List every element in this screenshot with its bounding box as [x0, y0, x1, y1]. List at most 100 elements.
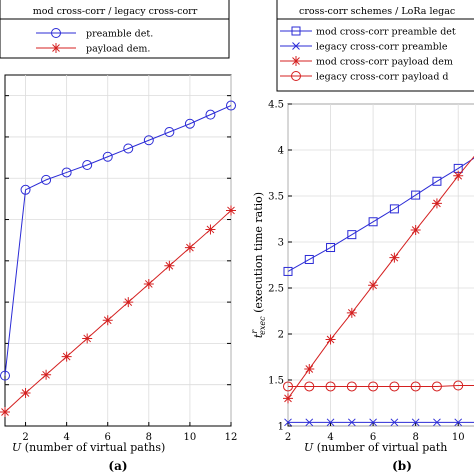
- data-point-b-1: [432, 176, 442, 186]
- data-point-a-1: [61, 167, 72, 178]
- data-point-b-1: [347, 230, 357, 240]
- y-axis-label-b-text: (execution time ratio): [252, 192, 265, 316]
- data-point-a-2: [82, 333, 93, 344]
- axes-a: [4, 74, 232, 427]
- data-point-b-3: [431, 198, 442, 209]
- x-tick-label: 10: [452, 432, 465, 443]
- legend-a-marker-circle: [51, 28, 61, 38]
- data-point-b-4: [325, 381, 336, 392]
- data-point-b-4: [453, 380, 464, 391]
- data-point-a-2: [205, 224, 216, 235]
- data-point-b-1: [304, 254, 314, 264]
- data-point-b-2: [284, 418, 292, 427]
- legend-b-marker-square: [291, 26, 301, 36]
- y-tick-label: 3.5: [268, 192, 284, 203]
- data-point-a-2: [164, 260, 175, 271]
- data-point-a-1: [164, 126, 175, 137]
- data-point-b-2: [326, 418, 335, 427]
- x-axis-label-b-symbol: U: [304, 441, 314, 454]
- data-point-b-4: [431, 381, 442, 392]
- x-tick-label: 2: [285, 432, 291, 443]
- legend-b-marker-x: [292, 42, 300, 50]
- grid-b: [287, 103, 474, 427]
- legend-a-entry-1: preamble det.: [86, 29, 153, 40]
- data-point-b-2: [305, 418, 314, 427]
- x-tick-label: 6: [105, 432, 111, 443]
- data-point-b-1: [368, 217, 378, 227]
- data-point-a-1: [20, 184, 31, 195]
- data-point-b-3: [325, 334, 336, 345]
- x-axis-label-a-text: (number of virtual paths): [21, 441, 165, 454]
- y-tick-label: 4: [278, 146, 284, 157]
- data-point-a-2: [184, 242, 195, 253]
- y-axis-label-b-sup: r: [250, 329, 259, 334]
- legend-b-marker-circle: [291, 71, 301, 81]
- legend-b-title: cross-corr schemes / LoRa legac: [299, 6, 455, 17]
- data-point-a-2: [102, 315, 113, 326]
- data-point-a-2: [61, 351, 72, 362]
- y-tick-label: 4.5: [268, 100, 284, 111]
- data-point-a-2: [226, 205, 236, 216]
- legend-a-entry-2: payload dem.: [86, 44, 150, 55]
- data-point-b-1: [389, 204, 399, 214]
- data-point-a-1: [205, 109, 216, 120]
- x-tick-label: 2: [22, 432, 28, 443]
- data-point-b-4: [346, 381, 357, 392]
- data-point-b-3: [304, 363, 315, 374]
- x-ticks-a: 2 4 6 8 10 12: [5, 95, 238, 443]
- y-axis-label-b-symbol: t: [252, 333, 265, 338]
- legend-b-entry-4: legacy cross-corr payload d: [316, 72, 449, 83]
- data-point-b-4: [368, 381, 379, 392]
- axes-b: [287, 103, 474, 427]
- data-point-a-2: [41, 369, 52, 380]
- x-tick-label: 12: [225, 432, 238, 443]
- series-a: [0, 100, 236, 417]
- data-point-b-2: [411, 418, 420, 427]
- data-point-b-1: [283, 266, 293, 276]
- legend-b-marker-star: [291, 56, 301, 66]
- x-axis-label-a: U (number of virtual paths): [12, 441, 165, 454]
- y-tick-label: 1: [278, 422, 284, 433]
- x-axis-label-b-text: (number of virtual path: [313, 441, 447, 454]
- data-point-b-1: [411, 190, 421, 200]
- x-tick-label: 6: [370, 432, 376, 443]
- series-line-a-1: [4, 105, 232, 376]
- series-line-b-4: [288, 385, 474, 387]
- y-axis-label-b: trexec (execution time ratio): [250, 192, 267, 338]
- data-point-b-3: [389, 252, 400, 263]
- x-tick-label: 8: [146, 432, 152, 443]
- data-point-a-1: [0, 370, 10, 381]
- x-tick-label: 10: [184, 432, 197, 443]
- data-point-b-3: [283, 393, 293, 404]
- data-point-b-2: [347, 418, 356, 427]
- legend-b-entry-3: mod cross-corr payload dem: [316, 57, 453, 68]
- legend-b: cross-corr schemes / LoRa legac mod cros…: [276, 0, 474, 92]
- data-point-b-3: [346, 307, 357, 318]
- y-axis-label-b-sub: exec: [258, 316, 267, 335]
- series-line-b-3: [287, 155, 474, 399]
- x-axis-label-a-symbol: U: [12, 441, 22, 454]
- data-point-b-3: [453, 170, 464, 181]
- data-point-b-4: [283, 381, 293, 392]
- panel-label-b: (b): [392, 459, 412, 473]
- y-tick-label: 3: [278, 238, 284, 249]
- legend-b-entry-2: legacy cross-corr preamble: [316, 42, 448, 53]
- x-tick-label: 8: [412, 432, 418, 443]
- data-point-a-1: [82, 160, 93, 171]
- panel-label-a: (a): [108, 459, 127, 473]
- data-point-a-1: [123, 143, 134, 154]
- y-tick-label: 2: [278, 330, 284, 341]
- data-point-a-1: [226, 100, 236, 111]
- data-point-b-2: [369, 418, 377, 427]
- data-point-b-1: [326, 243, 336, 253]
- data-point-b-3: [410, 225, 421, 236]
- y-tick-label: 2.5: [268, 284, 284, 295]
- data-point-b-4: [410, 381, 421, 392]
- data-point-a-1: [184, 118, 195, 129]
- panel-a: mod cross-corr / legacy cross-corr pream…: [0, 0, 237, 473]
- x-tick-label: 4: [63, 432, 69, 443]
- x-axis-label-b: U (number of virtual path: [304, 441, 447, 454]
- data-point-a-1: [102, 151, 113, 162]
- data-point-a-2: [0, 406, 10, 417]
- legend-a-title: mod cross-corr / legacy cross-corr: [33, 6, 198, 17]
